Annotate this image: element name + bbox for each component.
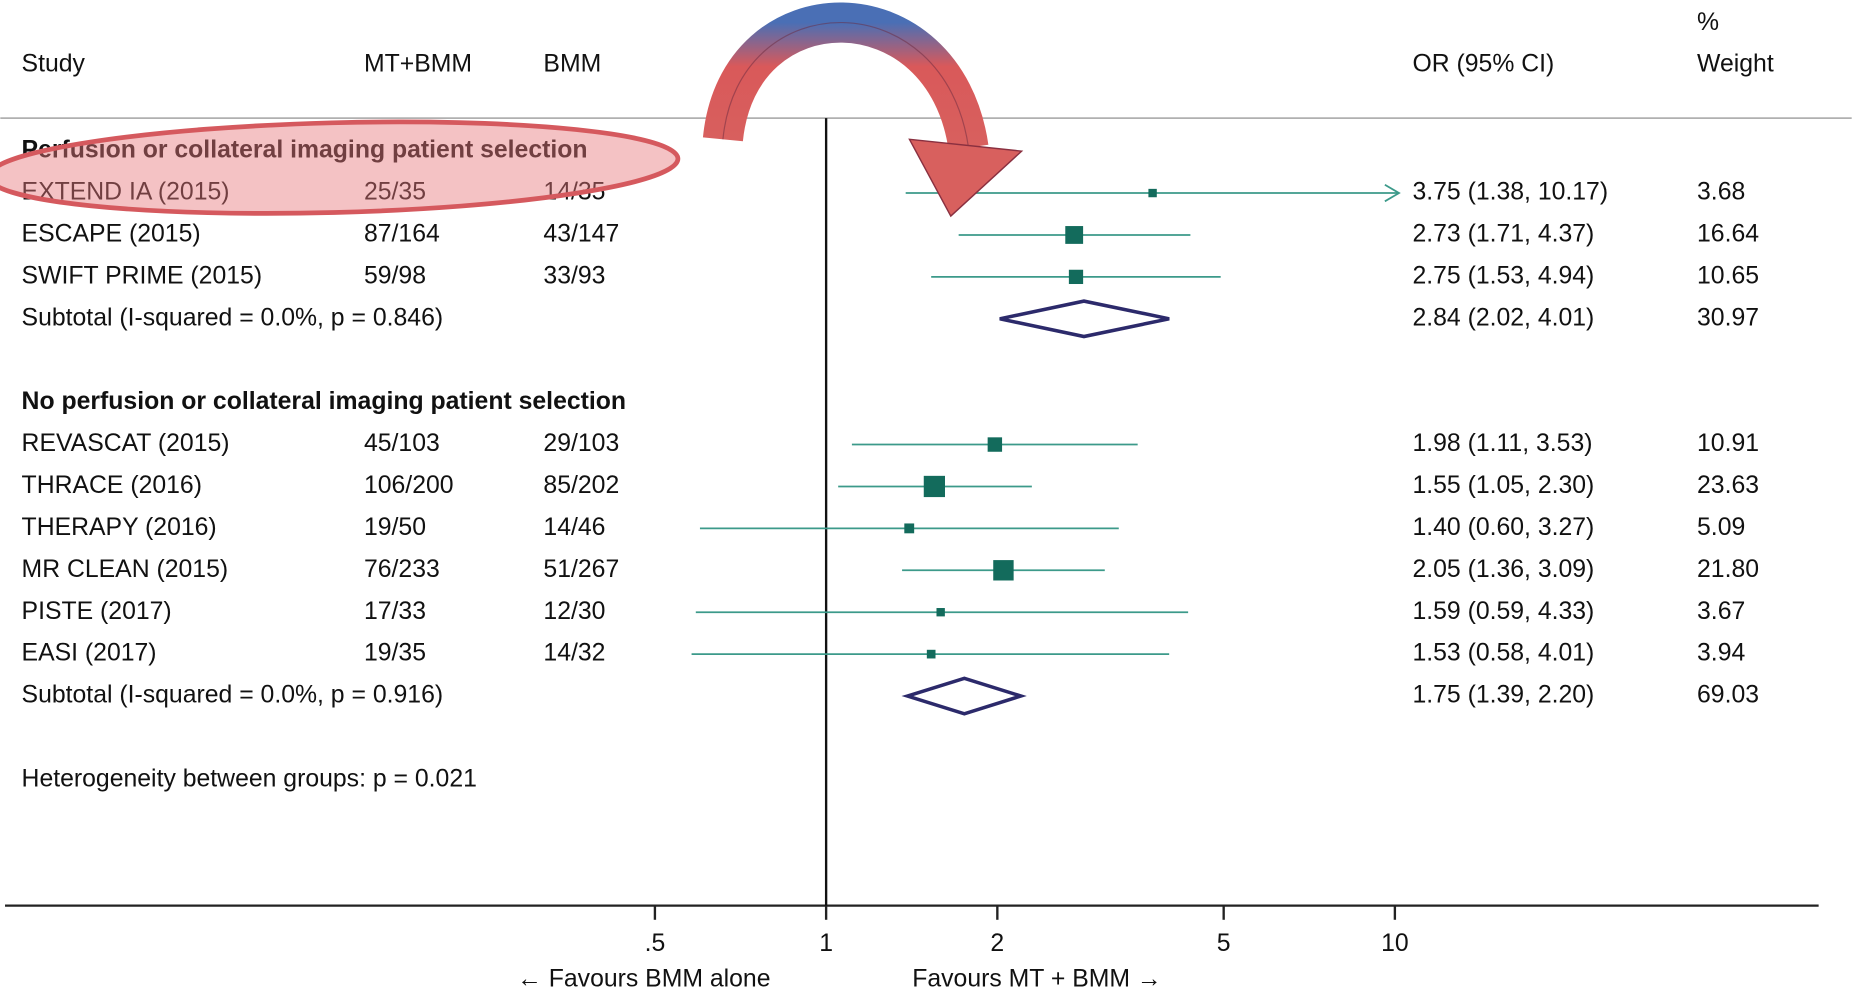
treatment-events: 87/164 <box>364 221 440 248</box>
page: {"chart_data": { "type": "forest", "head… <box>0 0 1852 993</box>
study-box <box>1069 270 1083 284</box>
control-events: 51/267 <box>543 556 619 583</box>
treatment-events: 76/233 <box>364 556 440 583</box>
header-control: BMM <box>543 50 601 77</box>
subtotal-label: Subtotal (I-squared = 0.0%, p = 0.916) <box>22 682 444 709</box>
study-box <box>1148 189 1156 197</box>
or-ci: 1.59 (0.59, 4.33) <box>1412 598 1594 625</box>
x-label-right: Favours MT + BMM → <box>912 966 1161 993</box>
or-ci: 1.75 (1.39, 2.20) <box>1412 682 1594 709</box>
heterogeneity: Heterogeneity between groups: p = 0.021 <box>22 765 477 792</box>
study-box <box>988 437 1002 451</box>
study-box <box>993 560 1013 580</box>
treatment-events: 59/98 <box>364 262 426 289</box>
study-name: PISTE (2017) <box>22 598 172 625</box>
plot-area: .5 1 2 5 10 ← Favours BMM alone Favours MT + B… <box>22 118 1760 992</box>
weight: 10.91 <box>1697 430 1759 457</box>
study-name: THERAPY (2016) <box>22 514 217 541</box>
x-tick-label: 2 <box>990 930 1004 957</box>
weight: 5.09 <box>1697 514 1745 541</box>
subtotal-diamond <box>1000 301 1169 336</box>
or-ci: 2.05 (1.36, 3.09) <box>1412 556 1594 583</box>
x-tick-label: 5 <box>1217 930 1231 957</box>
or-ci: 2.75 (1.53, 4.94) <box>1412 262 1594 289</box>
study-name: REVASCAT (2015) <box>22 430 230 457</box>
control-events: 14/32 <box>543 640 605 667</box>
x-tick-label: .5 <box>645 930 666 957</box>
treatment-events: 45/103 <box>364 430 440 457</box>
subtotal-diamond <box>907 678 1020 713</box>
callout-arrow <box>723 23 969 148</box>
header-effect: OR (95% CI) <box>1412 50 1554 77</box>
control-events: 12/30 <box>543 598 605 625</box>
or-ci: 2.84 (2.02, 4.01) <box>1412 304 1594 331</box>
study-name: SWIFT PRIME (2015) <box>22 262 263 289</box>
study-box <box>936 608 944 616</box>
x-tick-label: 10 <box>1381 930 1409 957</box>
header-weight: Weight <box>1697 50 1774 77</box>
weight: 3.94 <box>1697 640 1745 667</box>
subtotal-label: Subtotal (I-squared = 0.0%, p = 0.846) <box>22 304 444 331</box>
study-name: THRACE (2016) <box>22 472 202 499</box>
treatment-events: 106/200 <box>364 472 454 499</box>
weight: 21.80 <box>1697 556 1759 583</box>
x-tick-label: 1 <box>819 930 833 957</box>
control-events: 14/46 <box>543 514 605 541</box>
weight: 3.68 <box>1697 179 1745 206</box>
header-study: Study <box>22 50 86 77</box>
treatment-events: 19/50 <box>364 514 426 541</box>
callout-arrowhead <box>909 139 1021 216</box>
header-weight-top: % <box>1697 9 1719 36</box>
control-events: 85/202 <box>543 472 619 499</box>
or-ci: 1.98 (1.11, 3.53) <box>1412 430 1592 457</box>
study-name: MR CLEAN (2015) <box>22 556 229 583</box>
or-ci: 1.40 (0.60, 3.27) <box>1412 514 1594 541</box>
study-box <box>904 523 914 533</box>
or-ci: 1.55 (1.05, 2.30) <box>1412 472 1594 499</box>
control-events: 43/147 <box>543 221 619 248</box>
weight: 10.65 <box>1697 262 1759 289</box>
treatment-events: 19/35 <box>364 640 426 667</box>
or-ci: 1.53 (0.58, 4.01) <box>1412 640 1594 667</box>
study-box <box>927 650 936 659</box>
study-name: ESCAPE (2015) <box>22 221 201 248</box>
header-treatment: MT+BMM <box>364 50 472 77</box>
control-events: 29/103 <box>543 430 619 457</box>
study-name: EASI (2017) <box>22 640 157 667</box>
treatment-events: 17/33 <box>364 598 426 625</box>
chart: Study MT+BMM BMM OR (95% CI) % Weight .5… <box>0 0 1852 993</box>
weight: 3.67 <box>1697 598 1745 625</box>
weight: 30.97 <box>1697 304 1759 331</box>
weight: 16.64 <box>1697 221 1759 248</box>
or-ci: 3.75 (1.38, 10.17) <box>1412 179 1608 206</box>
control-events: 33/93 <box>543 262 605 289</box>
study-box <box>1065 226 1083 244</box>
group-title: No perfusion or collateral imaging patie… <box>22 388 627 415</box>
x-label-left: ← Favours BMM alone <box>517 966 770 993</box>
study-box <box>924 476 945 497</box>
weight: 69.03 <box>1697 682 1759 709</box>
weight: 23.63 <box>1697 472 1759 499</box>
or-ci: 2.73 (1.71, 4.37) <box>1412 221 1594 248</box>
